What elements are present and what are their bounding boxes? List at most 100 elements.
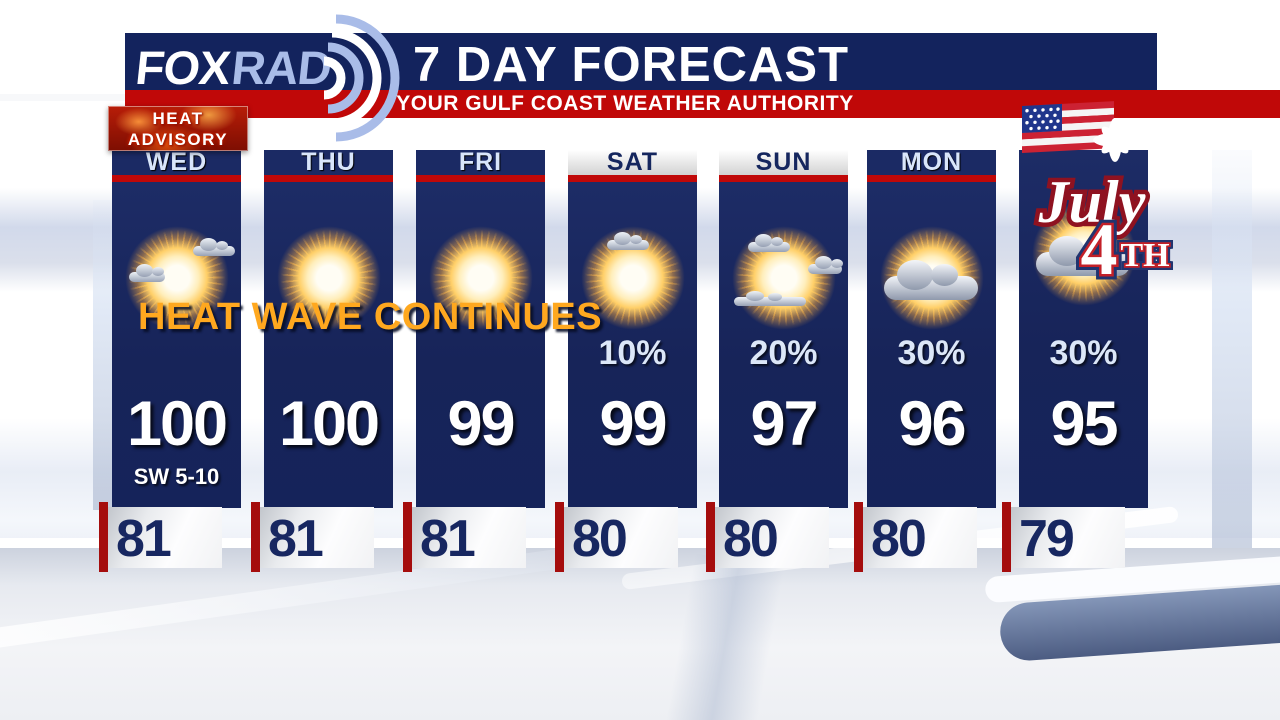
forecast-column-sat: SAT 10% 99 80	[555, 150, 697, 580]
header-band	[125, 33, 1157, 90]
high-temp: 100	[278, 389, 380, 459]
low-temp: 80	[871, 510, 927, 568]
low-temp: 81	[420, 510, 476, 568]
july-4th-logo: July July 4 4 4 TH TH TH	[1022, 101, 1174, 297]
sun-glyph	[723, 220, 844, 336]
cloud-glyph	[883, 260, 978, 300]
four-text-midline: 4	[1081, 209, 1118, 291]
left-accent-stripe	[0, 94, 172, 101]
four-text: 4	[1081, 209, 1118, 291]
forecast-column-july4: 30% 95 79	[1002, 150, 1148, 580]
heat-advisory-line2: ADVISORY	[127, 130, 229, 149]
partly-cloudy-icon	[723, 220, 844, 336]
foxrad-logo: FOXRAD	[133, 40, 333, 95]
wind-label: SW 5-10	[133, 464, 220, 489]
column-panel	[264, 182, 393, 508]
high-temp: 97	[750, 389, 818, 459]
red-tick	[555, 502, 564, 572]
day-label: MON	[867, 150, 996, 175]
cloud-glyph	[807, 256, 843, 274]
low-temp: 79	[1019, 510, 1075, 568]
cloud-glyph	[1035, 236, 1130, 276]
day-label: THU	[264, 150, 393, 175]
low-temp-box: 80	[555, 502, 697, 574]
day-label: FRI	[416, 150, 545, 175]
red-tick	[99, 502, 108, 572]
precip-chance: 20%	[749, 334, 818, 372]
forecast-column-sun: SUN 20% 97 80	[706, 150, 848, 580]
sunny-icon	[420, 220, 541, 336]
us-flag-icon	[1022, 101, 1114, 154]
day-label: SUN	[719, 150, 848, 175]
forecast-column-fri: FRI 99 81	[403, 150, 545, 580]
forecast-column-mon: MON 30% 96 80	[854, 150, 996, 580]
red-tick	[706, 502, 715, 572]
four-text-outline: 4	[1081, 209, 1118, 291]
cloud-glyph	[606, 232, 649, 250]
day-divider	[867, 175, 996, 182]
heat-advisory-badge: HEAT ADVISORY	[108, 106, 248, 151]
high-temp: 96	[898, 389, 966, 459]
low-temp-box: 81	[403, 502, 545, 574]
sun-glyph	[268, 220, 389, 336]
july-text: July	[1038, 169, 1146, 235]
mostly-sunny-icon	[572, 220, 693, 336]
sun-behind-cloud-icon	[871, 220, 992, 336]
column-panel	[112, 182, 241, 508]
heat-advisory-line1: HEAT	[152, 109, 204, 128]
column-panel	[867, 182, 996, 508]
column-panel	[568, 182, 697, 508]
day-divider	[264, 175, 393, 182]
column-panel	[719, 182, 848, 508]
red-tick	[854, 502, 863, 572]
tagline: YOUR GULF COAST WEATHER AUTHORITY	[396, 92, 854, 115]
low-temp: 81	[116, 510, 172, 568]
sun-with-wispy-clouds-icon	[116, 220, 237, 336]
day-divider	[112, 175, 241, 182]
day-label: SAT	[568, 150, 697, 175]
th-text-midline: TH	[1120, 237, 1169, 274]
low-temp: 81	[268, 510, 324, 568]
th-text: TH	[1120, 237, 1169, 274]
precip-chance: 30%	[1049, 334, 1118, 372]
studio-pillar	[1212, 150, 1252, 580]
red-tick	[1002, 502, 1011, 572]
studio-pillar	[93, 200, 112, 510]
sun-glyph	[420, 220, 541, 336]
cloud-glyph	[747, 234, 790, 252]
column-panel	[1019, 150, 1148, 508]
page-title: 7 DAY FORECAST	[412, 38, 850, 92]
forecast-column-wed: WED 100 SW 5-10 81	[99, 150, 241, 580]
low-temp-box: 80	[706, 502, 848, 574]
sunny-icon	[268, 220, 389, 336]
radar-arcs-icon	[323, 14, 400, 142]
low-temp-box: 81	[251, 502, 393, 574]
high-temp: 99	[447, 389, 515, 459]
precip-chance: 10%	[598, 334, 667, 372]
low-temp-box: 80	[854, 502, 996, 574]
july-text-outline: July	[1038, 169, 1146, 235]
sun-behind-cloud-icon	[1023, 196, 1144, 312]
column-panel	[416, 182, 545, 508]
forecast-column-thu: THU 100 81	[251, 150, 393, 580]
precip-chance: 30%	[897, 334, 966, 372]
day-divider	[568, 175, 697, 182]
high-temp: 95	[1050, 389, 1118, 459]
red-tick	[403, 502, 412, 572]
heat-wave-banner: HEAT WAVE CONTINUES	[138, 296, 603, 338]
day-divider	[416, 175, 545, 182]
low-temp-box: 79	[1002, 502, 1144, 574]
palm-burst-icon	[1093, 118, 1137, 162]
high-temp: 100	[126, 389, 228, 459]
high-temp: 99	[599, 389, 667, 459]
th-text-outline: TH	[1120, 237, 1169, 274]
cloud-glyph	[192, 238, 235, 256]
fox-wordmark: FOX	[133, 41, 233, 94]
day-divider	[719, 175, 848, 182]
cloud-glyph	[733, 291, 806, 306]
red-tick	[251, 502, 260, 572]
low-temp-box: 81	[99, 502, 241, 574]
cloud-glyph	[128, 264, 165, 282]
low-temp: 80	[723, 510, 779, 568]
